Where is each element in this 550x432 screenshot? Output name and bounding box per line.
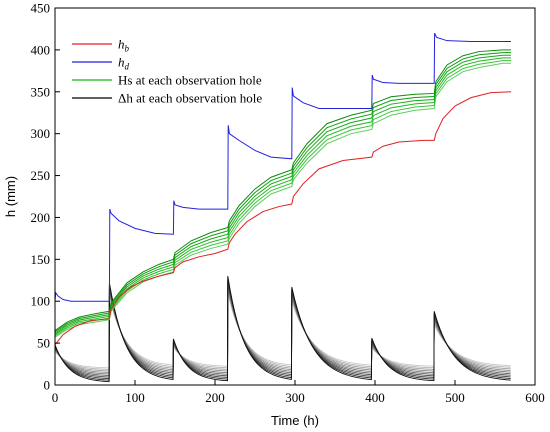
legend-entry: Hs at each observation hole [118, 73, 262, 88]
y-tick-label: 200 [31, 210, 51, 225]
x-tick-label: 300 [285, 390, 305, 405]
y-tick-label: 0 [44, 378, 51, 393]
x-tick-label: 600 [525, 390, 545, 405]
y-axis-label: h (mm) [3, 176, 18, 217]
dh-series-line [54, 276, 511, 383]
x-tick-label: 0 [52, 390, 59, 405]
hs-series-line [54, 49, 511, 331]
legend-entry: hd [118, 55, 130, 72]
y-tick-label: 50 [37, 336, 50, 351]
y-tick-label: 150 [31, 252, 51, 267]
y-tick-label: 450 [31, 1, 51, 16]
axes-layer: 0 100 200 300 400 500 600 0 50 100 150 200 250 300 350… [31, 1, 545, 406]
series-line-hb [54, 91, 512, 346]
x-tick-label: 500 [445, 390, 465, 405]
dh-series-line [54, 289, 511, 372]
x-axis-label: Time (h) [271, 413, 319, 428]
legend-entry: hb [118, 37, 130, 54]
y-tick-label: 350 [31, 84, 51, 99]
dh-series-line [54, 292, 511, 369]
series-line-hd [54, 32, 511, 302]
y-tick-label: 300 [31, 126, 51, 141]
y-tick-label: 250 [31, 168, 51, 183]
dh-series-line [54, 281, 511, 378]
x-tick-label: 100 [125, 390, 145, 405]
y-tick-label: 100 [31, 294, 51, 309]
legend-entry: Δh at each observation hole [118, 91, 262, 106]
dh-series-line [54, 287, 511, 373]
dh-series-line [54, 285, 511, 375]
y-tick-label: 400 [31, 42, 51, 57]
x-tick-label: 200 [205, 390, 225, 405]
series-layer [54, 32, 512, 383]
dh-series-line [54, 290, 511, 370]
x-tick-label: 400 [365, 390, 385, 405]
